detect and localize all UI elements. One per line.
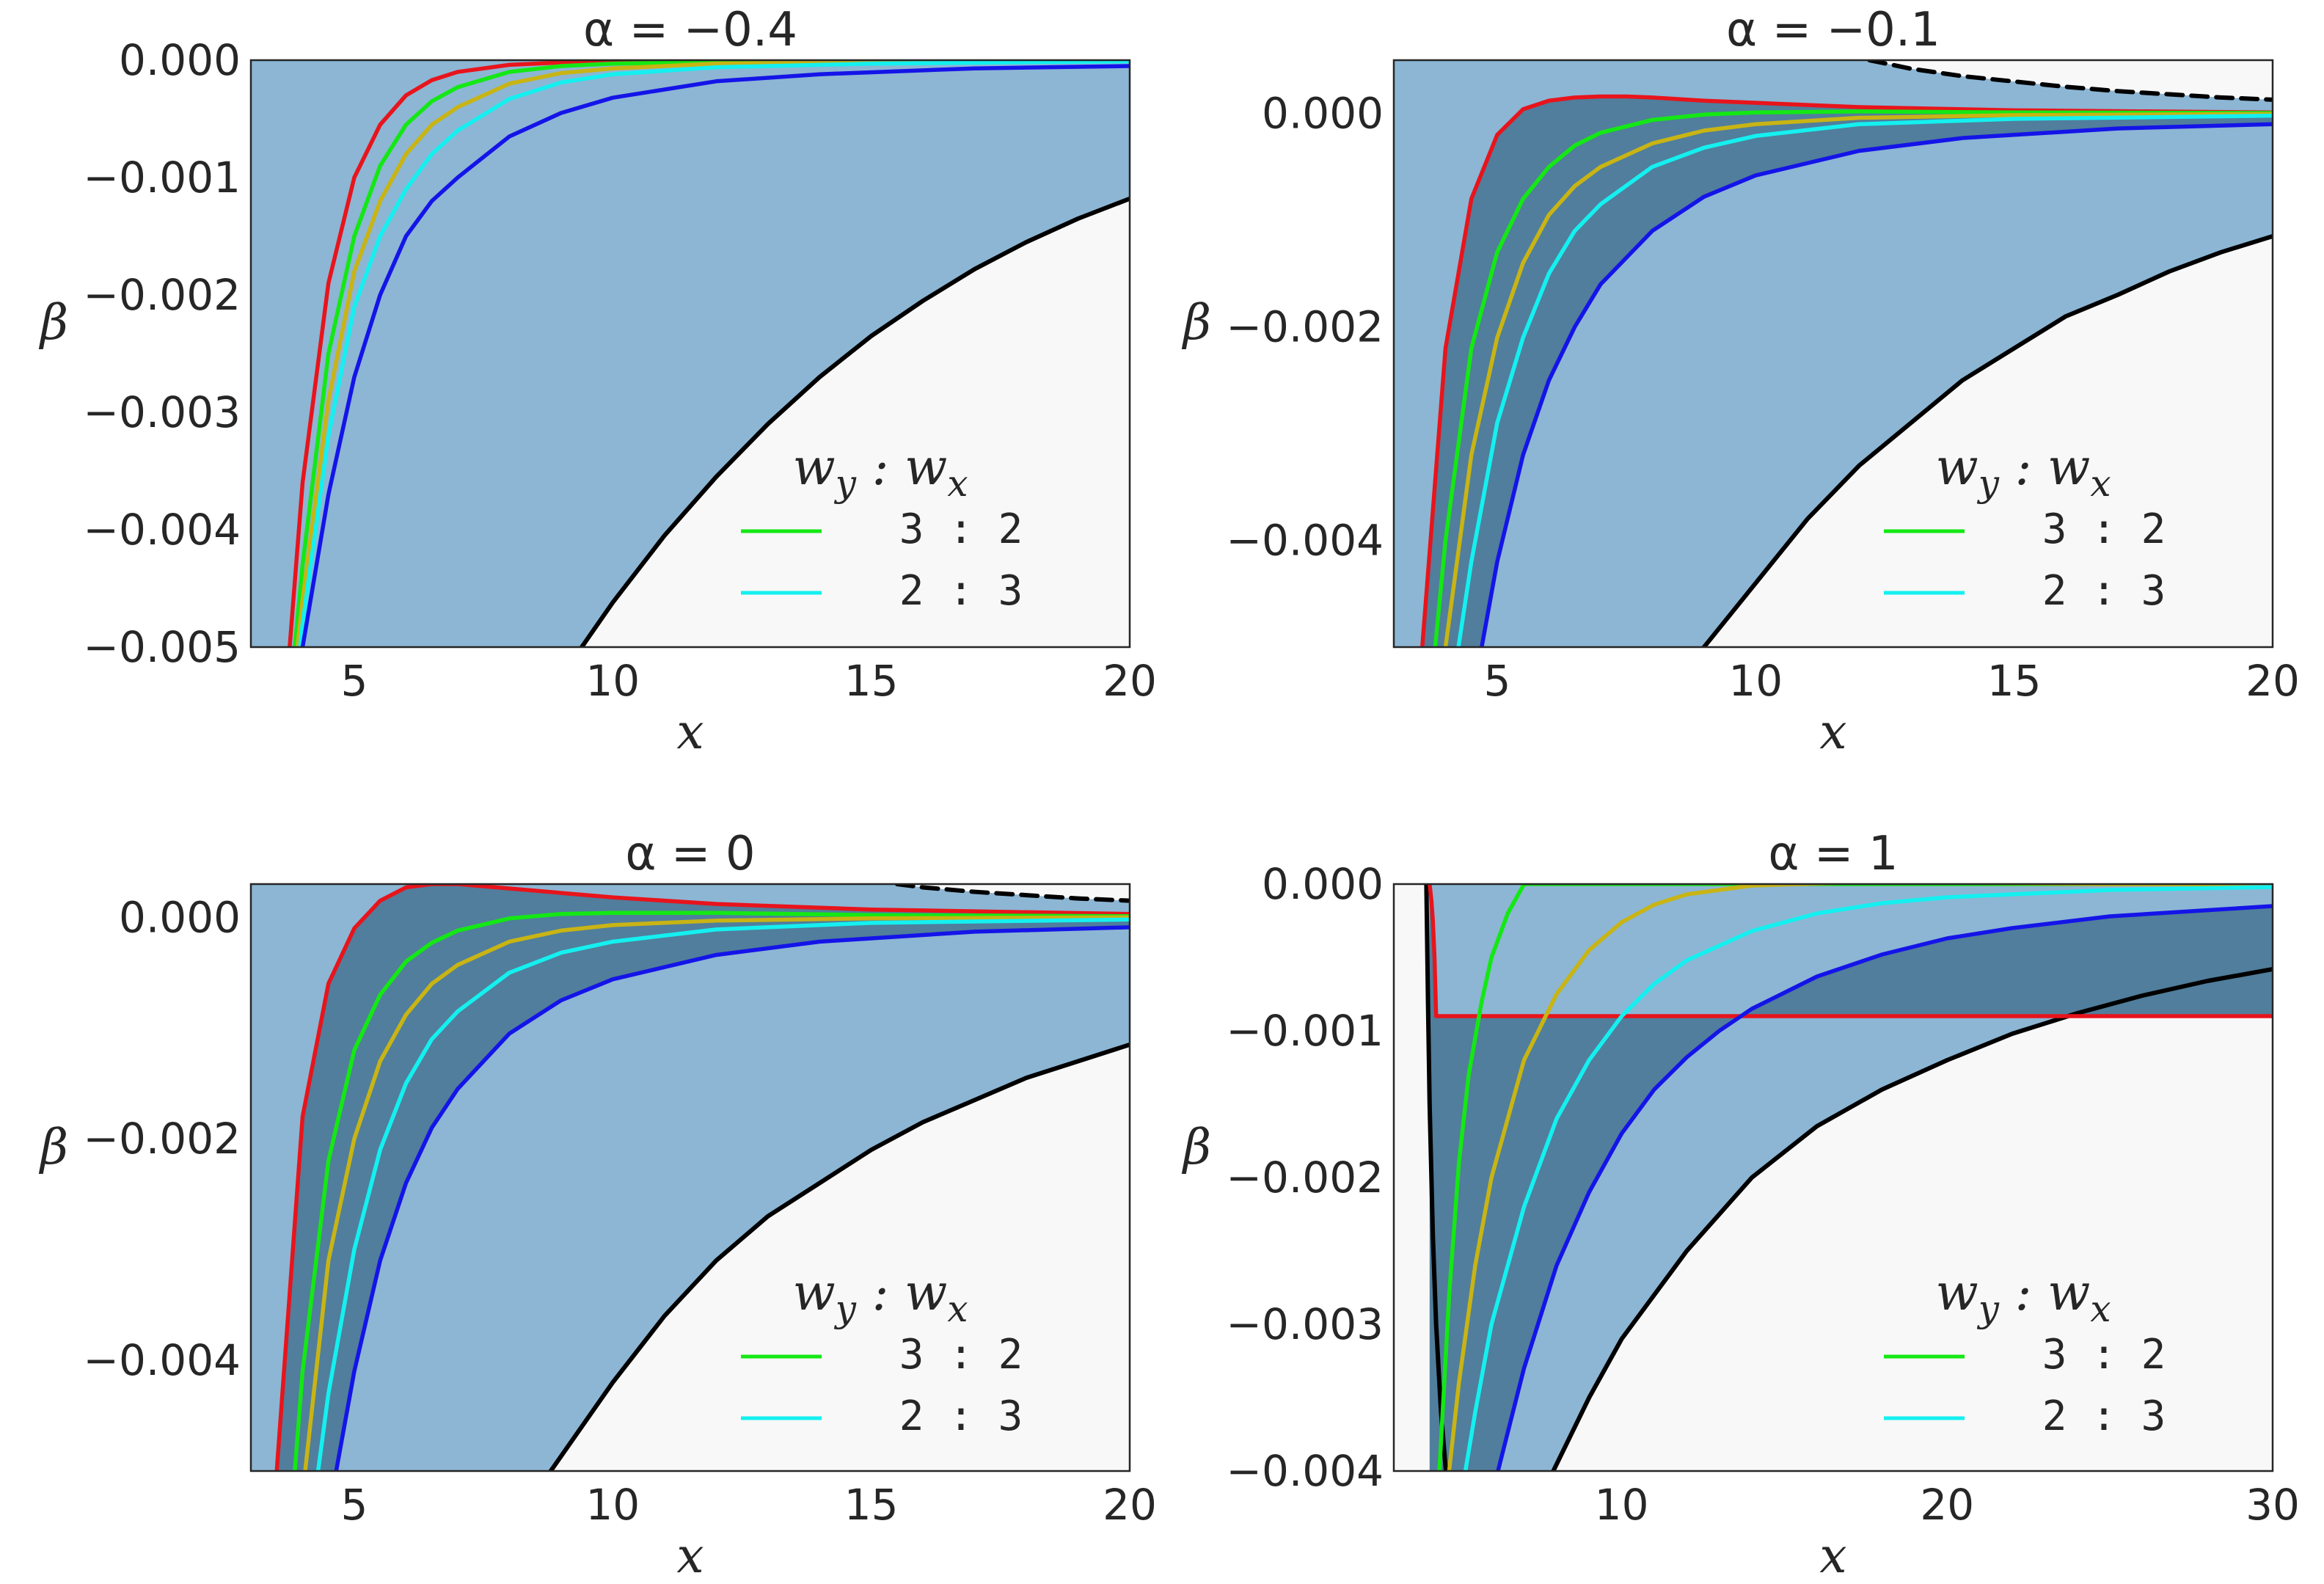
y-tick-label: −0.003 — [83, 387, 241, 437]
x-axis-label: x — [676, 704, 704, 760]
x-tick-label: 10 — [1595, 1480, 1649, 1530]
legend: wy : wx3 : 2 2 : 3 — [741, 1264, 1023, 1440]
y-tick-label: −0.005 — [83, 622, 241, 672]
x-tick-label: 5 — [1483, 656, 1510, 706]
legend: wy : wx3 : 2 2 : 3 — [1884, 1264, 2166, 1440]
x-tick-label: 20 — [1103, 656, 1157, 706]
legend: wy : wx3 : 2 2 : 3 — [1884, 439, 2166, 615]
y-tick-label: −0.004 — [83, 505, 241, 555]
axes-frame — [1392, 883, 2274, 1472]
axes-frame — [1392, 59, 2274, 649]
legend-title: wy : wx — [792, 1264, 968, 1330]
panel-title: α = 0 — [625, 827, 755, 881]
y-axis-label: β — [1181, 294, 1211, 351]
panel-1: 5 10 15 20 0.000 −0.001 −0.002 −0.003 −0.004 −0.0… — [38, 3, 1157, 760]
y-axis-label: β — [38, 1119, 68, 1175]
series-lower-boundary — [548, 1042, 1130, 1471]
x-axis-label: x — [1819, 704, 1846, 760]
x-axis-label: x — [1819, 1528, 1846, 1584]
series-upper-boundary — [894, 884, 1130, 903]
series-cyan — [1463, 885, 2273, 1471]
panel-title: α = −0.4 — [583, 3, 797, 57]
legend-label: 2 : 3 — [2042, 567, 2166, 615]
series-green — [1433, 109, 2273, 647]
panel-title: α = 1 — [1768, 827, 1898, 881]
series-blue — [1496, 904, 2273, 1471]
y-tick-label: −0.002 — [83, 270, 241, 320]
legend-label: 3 : 2 — [2042, 506, 2166, 553]
legend-title: wy : wx — [1935, 439, 2111, 505]
series-green — [1437, 884, 2273, 1471]
series-cyan — [298, 60, 1130, 647]
series-lower-boundary — [1551, 967, 2273, 1471]
x-tick-label: 20 — [1103, 1480, 1157, 1530]
series-upper-boundary — [1867, 60, 2273, 102]
panel-3: 5 10 15 20 0.000 −0.002 −0.004 α = 0 x β wy : wx3 … — [38, 827, 1157, 1584]
x-tick-label: 15 — [1987, 656, 2042, 706]
x-tick-label: 10 — [585, 656, 640, 706]
series-blue — [334, 925, 1130, 1471]
series-yellow — [1443, 112, 2273, 647]
y-tick-label: −0.002 — [1226, 1153, 1384, 1202]
panel-title: α = −0.1 — [1726, 3, 1940, 57]
y-tick-label: 0.000 — [1262, 89, 1384, 139]
x-tick-label: 10 — [585, 1480, 640, 1530]
x-tick-label: 15 — [844, 1480, 899, 1530]
y-tick-label: −0.004 — [1226, 516, 1384, 566]
y-tick-label: −0.002 — [83, 1114, 241, 1164]
legend-label: 2 : 3 — [899, 567, 1023, 615]
y-tick-label: −0.003 — [1226, 1299, 1384, 1349]
series-green — [293, 910, 1130, 1471]
x-tick-label: 5 — [340, 1480, 368, 1530]
legend-label: 3 : 2 — [2042, 1331, 2166, 1379]
x-tick-label: 20 — [1920, 1480, 1974, 1530]
x-tick-label: 15 — [844, 656, 899, 706]
legend: wy : wx3 : 2 2 : 3 — [741, 439, 1023, 615]
x-tick-label: 20 — [2246, 656, 2300, 706]
fill-region-1 — [251, 60, 1130, 647]
fill-region-2 — [1429, 884, 2273, 1471]
x-axis-label: x — [676, 1528, 704, 1584]
series-blue — [300, 64, 1130, 647]
panel-2: 5 10 15 20 0.000 −0.002 −0.004 α = −0.1 x β wy : w… — [1181, 3, 2300, 760]
series-red — [1420, 94, 2273, 647]
x-tick-label: 30 — [2246, 1480, 2300, 1530]
y-tick-label: 0.000 — [119, 35, 241, 85]
legend-title: wy : wx — [1935, 1264, 2111, 1330]
series-cyan — [1456, 113, 2273, 647]
y-axis-label: β — [38, 294, 68, 351]
y-axis-label: β — [1181, 1119, 1211, 1175]
series-red — [274, 884, 1130, 1471]
axes-frame — [249, 59, 1131, 649]
series-lower-boundary — [1701, 234, 2273, 647]
panel-4: 10 20 30 0.000 −0.001 −0.002 −0.003 −0.004 α = 1… — [1181, 827, 2300, 1584]
series-yellow — [1447, 884, 2273, 1471]
series-lower-boundary — [580, 196, 1130, 647]
series-cyan — [315, 917, 1130, 1471]
legend-label: 3 : 2 — [899, 506, 1023, 553]
series-red — [1428, 884, 2273, 1018]
legend-label: 2 : 3 — [899, 1393, 1023, 1440]
axes-frame — [249, 883, 1131, 1472]
legend-title: wy : wx — [792, 439, 968, 505]
legend-label: 2 : 3 — [2042, 1393, 2166, 1440]
y-tick-label: −0.001 — [1226, 1006, 1384, 1056]
legend-label: 3 : 2 — [899, 1331, 1023, 1379]
series-yellow — [295, 60, 1130, 647]
y-tick-label: 0.000 — [1262, 859, 1384, 909]
y-tick-label: −0.004 — [1226, 1446, 1384, 1496]
series-blue — [1480, 122, 2273, 647]
y-tick-label: −0.004 — [83, 1335, 241, 1385]
y-tick-label: 0.000 — [119, 892, 241, 942]
y-tick-label: −0.002 — [1226, 302, 1384, 352]
x-tick-label: 5 — [340, 656, 368, 706]
y-tick-label: −0.001 — [83, 153, 241, 202]
x-tick-label: 10 — [1728, 656, 1783, 706]
series-yellow — [303, 915, 1130, 1471]
fill-region-2 — [277, 884, 1130, 1471]
fill-region-2 — [1422, 96, 2273, 647]
